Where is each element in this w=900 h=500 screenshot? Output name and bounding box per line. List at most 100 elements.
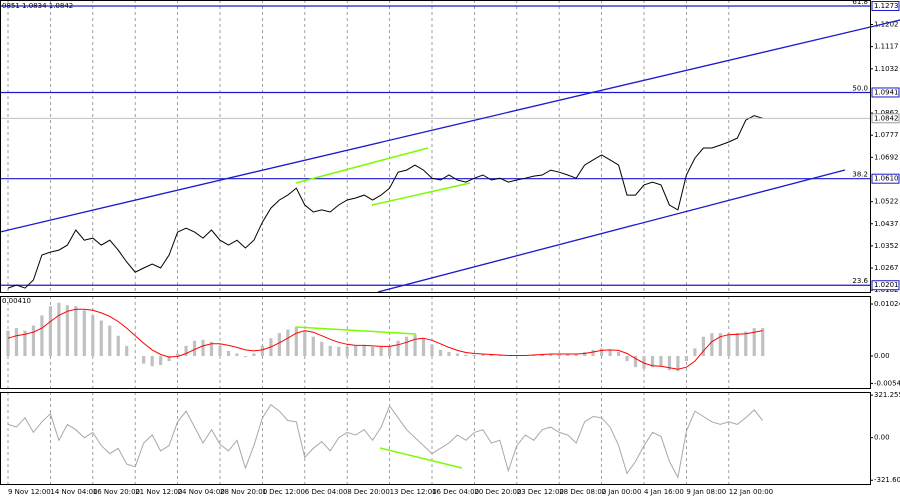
histogram-bar: [235, 353, 239, 357]
histogram-bar: [294, 326, 298, 357]
y-tick-label: -321.603: [874, 476, 900, 484]
histogram-bar: [354, 345, 358, 357]
y-tick-label: 1.0692: [874, 153, 899, 161]
level-ratio: 38.2: [852, 171, 868, 179]
cci-panel-frame: [0, 392, 871, 485]
histogram-bar: [574, 354, 578, 357]
level-label: 1.1273: [874, 2, 899, 10]
histogram-bar: [489, 354, 493, 357]
histogram-bar: [650, 356, 655, 368]
divergence-line: [379, 447, 463, 469]
y-tick-label: 1.1202: [874, 20, 899, 28]
histogram-bar: [625, 356, 629, 362]
y-tick-label: 321.2557: [874, 391, 900, 399]
level-label: 1.0201: [874, 281, 899, 289]
histogram-bar: [337, 346, 341, 357]
histogram-bar: [192, 340, 197, 357]
histogram-bar: [752, 328, 756, 357]
level-box: [871, 0, 900, 11]
histogram-bar: [600, 348, 604, 357]
histogram-bar: [430, 344, 434, 357]
level-ratio: 23.6: [852, 277, 868, 285]
series-line: [7, 115, 763, 289]
x-tick-label: 1 Dec 12:00: [262, 488, 305, 496]
histogram-bar: [23, 330, 27, 357]
x-tick-label: 20 Dec 20:00: [474, 488, 521, 496]
histogram-bar: [252, 353, 256, 357]
level-box: [871, 280, 900, 291]
histogram-bar: [108, 325, 112, 357]
histogram-bar: [667, 356, 672, 371]
last-price-box: [871, 113, 900, 124]
histogram-bar: [218, 345, 222, 357]
level-label: 1.0941: [874, 88, 899, 96]
histogram-bar: [57, 302, 61, 357]
x-tick-label: 16 Nov 20:00: [93, 488, 140, 496]
y-tick-label: 0.00: [874, 352, 890, 360]
histogram-bar: [659, 356, 663, 367]
histogram-bar: [303, 330, 307, 357]
histogram-bar: [684, 356, 688, 362]
histogram-bar: [6, 330, 10, 357]
y-tick-label: 1.0437: [874, 220, 899, 228]
x-tick-label: 28 Nov 20:00: [220, 488, 267, 496]
y-tick-label: 1.0862: [874, 109, 899, 117]
x-tick-label: 13 Dec 12:00: [390, 488, 437, 496]
histogram-bar: [710, 333, 714, 357]
series-line: [7, 403, 764, 479]
histogram-bar: [464, 354, 468, 357]
y-tick-label: 1.0267: [874, 264, 899, 272]
histogram-bar: [608, 349, 612, 357]
histogram-bar: [388, 345, 392, 357]
histogram-bar: [642, 356, 646, 369]
histogram-bar: [404, 336, 409, 357]
histogram-bar: [566, 353, 570, 357]
histogram-bar: [616, 351, 621, 357]
y-tick-label: 0.00: [874, 434, 890, 442]
histogram-bar: [167, 356, 171, 362]
histogram-bar: [48, 306, 52, 357]
histogram-bar: [345, 346, 349, 357]
histogram-bar: [591, 349, 595, 357]
histogram-bar: [481, 354, 485, 357]
histogram-bar: [311, 336, 315, 357]
x-tick-label: 9 Jan 08:00: [686, 488, 726, 496]
main-panel-frame: [0, 0, 871, 293]
histogram-bar: [320, 341, 324, 357]
histogram-bar: [226, 350, 231, 357]
histogram-bar: [209, 341, 214, 357]
histogram-bar: [74, 306, 78, 357]
level-ratio: 61.8: [852, 0, 868, 6]
channel-upper: [0, 19, 900, 233]
level-box: [871, 173, 900, 184]
histogram-bar: [472, 354, 476, 357]
histogram-bar: [142, 356, 146, 364]
histogram-bar: [371, 346, 375, 357]
histogram-bar: [379, 346, 383, 357]
histogram-bar: [498, 355, 502, 357]
histogram-bar: [40, 315, 44, 357]
histogram-bar: [82, 310, 86, 357]
histogram-bar: [761, 328, 765, 357]
histogram-bar: [150, 356, 154, 367]
histogram-bar: [125, 345, 129, 357]
histogram-bar: [447, 351, 451, 357]
histogram-bar: [735, 333, 739, 357]
macd-panel-frame: [0, 296, 871, 389]
histogram-bar: [65, 305, 69, 357]
x-tick-label: 8 Dec 20:00: [347, 488, 390, 496]
series-line: [7, 308, 763, 370]
histogram-bar: [201, 339, 205, 357]
histogram-bar: [727, 333, 731, 357]
y-tick-label: 1.0522: [874, 198, 899, 206]
histogram-bar: [328, 345, 332, 357]
histogram-bar: [413, 334, 417, 357]
y-tick-label: 1.0777: [874, 131, 899, 139]
histogram-bar: [421, 338, 426, 357]
x-tick-label: 14 Nov 04:00: [50, 488, 97, 496]
histogram-bar: [744, 331, 748, 357]
histogram-bar: [286, 329, 290, 357]
price-header: 0851 1.0834 1.0842: [2, 2, 73, 10]
